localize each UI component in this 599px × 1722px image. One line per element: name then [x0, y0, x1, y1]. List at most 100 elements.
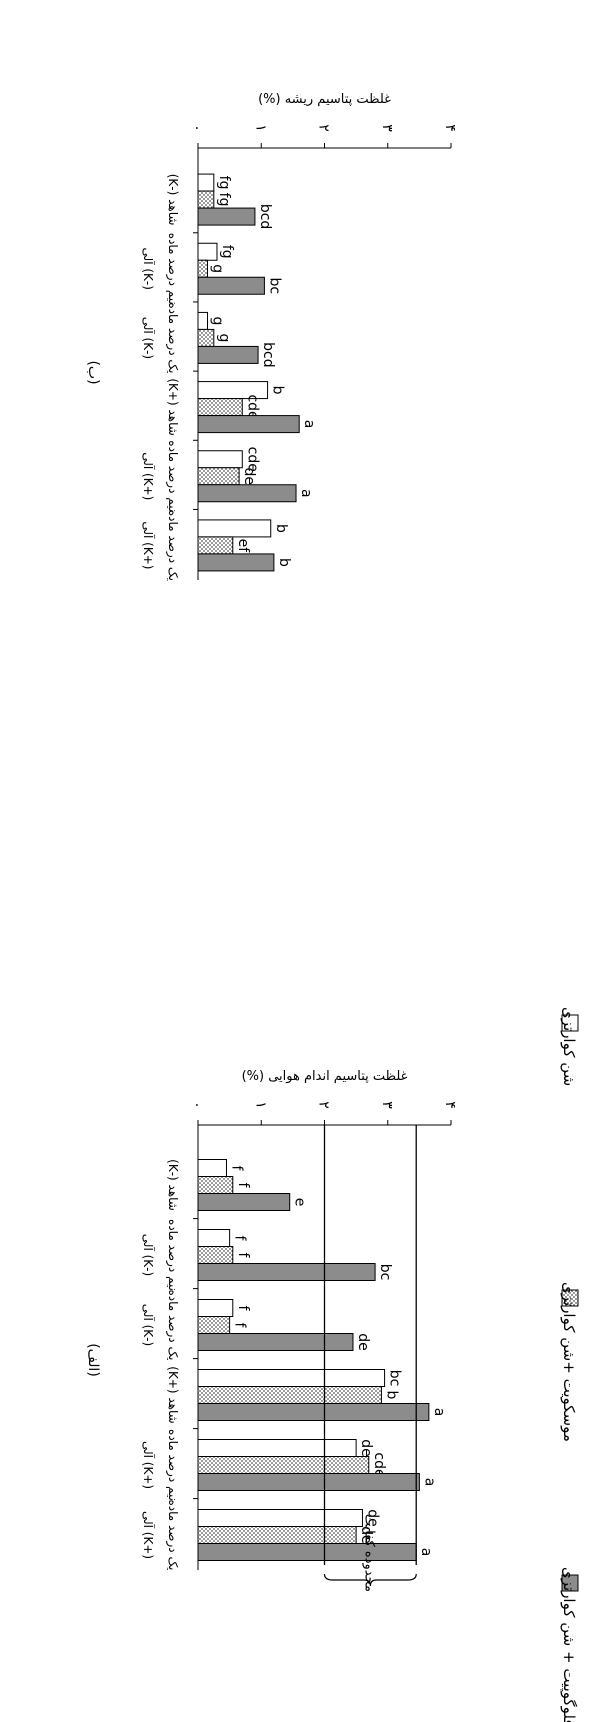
bar [197, 1369, 386, 1387]
bar-letter-label: cde [371, 1452, 387, 1477]
panel-caption: (الف) [85, 1343, 101, 1377]
x-tick-label-line2: (+K) آلی [141, 452, 156, 500]
x-tick-label: شاهد (-K) [166, 1159, 180, 1211]
bar-letter-label: de [358, 1439, 374, 1457]
y-tick-label: ۱ [252, 1101, 268, 1109]
bar-letter-label: f [228, 1166, 244, 1172]
bar [197, 242, 218, 261]
x-tick-label: نیم درصد ماده [165, 1429, 180, 1501]
bar-letter-label: f [235, 1306, 251, 1312]
bar-letter-label: fg [219, 245, 235, 259]
bar-letter-label: bc [266, 277, 282, 294]
bar [197, 450, 243, 469]
bar [197, 1456, 370, 1474]
bar [197, 1263, 376, 1281]
bar-letter-label: ef [235, 539, 251, 554]
bar-letter-label: a [298, 489, 314, 498]
x-tick-label: شاهد (+K) [166, 1366, 180, 1423]
bar [197, 276, 265, 295]
bar [197, 1229, 231, 1247]
bar [197, 1193, 291, 1211]
bar [197, 1386, 382, 1404]
bar [197, 1299, 234, 1317]
bar-letter-label: cde [244, 394, 260, 419]
bar-letter-label: a [418, 1548, 434, 1557]
x-tick-label-line2: (-K) آلی [141, 1304, 156, 1346]
y-axis-label: غلظت پتاسیم اندام هوایی (%) [242, 1069, 408, 1084]
y-tick-label: ۲ [316, 124, 332, 132]
bar-letter-label: cde [244, 447, 260, 472]
y-tick-label: ۳ [379, 1101, 395, 1109]
bar [197, 259, 208, 278]
x-tick-label: یک درصد ماده [165, 302, 180, 373]
x-tick-label-line2: (+K) آلی [141, 521, 156, 569]
bar-letter-label: de [355, 1333, 371, 1351]
bar-letter-label: a [301, 420, 317, 429]
x-tick-label: شاهد (-K) [166, 174, 180, 226]
y-tick-label: ۴ [442, 124, 458, 132]
x-tick-label: یک درصد ماده [165, 510, 180, 581]
bar [197, 553, 275, 572]
x-tick-label-line2: (-K) آلی [141, 1234, 156, 1276]
x-tick-label-line2: (+K) آلی [141, 1511, 156, 1559]
bar [197, 190, 215, 209]
bar-letter-label: f [235, 1183, 251, 1189]
bar-letter-label: fg [216, 193, 232, 207]
panel-caption: (ب) [85, 360, 101, 384]
bar-letter-label: bcd [257, 204, 273, 229]
bar [197, 311, 208, 330]
bar-letter-label: e [292, 1198, 308, 1207]
bar [197, 328, 215, 347]
bar [197, 1509, 363, 1527]
x-tick-label: نیم درصد ماده [165, 440, 180, 512]
bar-letter-label: f [232, 1236, 248, 1242]
bar-letter-label: a [431, 1408, 447, 1417]
bar [197, 1176, 234, 1194]
bar-letter-label: de [364, 1509, 380, 1527]
x-tick-label: نیم درصد ماده [165, 1219, 180, 1291]
y-tick-label: ۲ [316, 1101, 332, 1109]
x-tick-label: یک درصد ماده [165, 1499, 180, 1570]
y-tick-label: ۰ [189, 124, 205, 132]
x-tick-label-line2: (-K) آلی [141, 317, 156, 359]
bar [197, 345, 259, 364]
x-tick-label-line2: (-K) آلی [141, 248, 156, 290]
bar-letter-label: b [273, 524, 289, 533]
x-tick-label-line2: (+K) آلی [141, 1441, 156, 1489]
bar [197, 1526, 357, 1544]
legend-label: فلوگوپیت + شن کوارتزی [559, 1567, 578, 1722]
bar-letter-label: bcd [260, 342, 276, 367]
bar [197, 484, 297, 503]
bar-letter-label: f [232, 1323, 248, 1329]
bar-letter-label: g [209, 264, 225, 273]
legend-label: شن کوارتزی [560, 1007, 578, 1086]
bar-letter-label: de [358, 1526, 374, 1544]
bar [197, 1246, 234, 1264]
bar [197, 1333, 354, 1351]
legend-swatch [561, 1014, 579, 1032]
y-axis-label: غلظت پتاسیم ریشه (%) [258, 92, 391, 107]
bar-letter-label: bc [387, 1370, 403, 1387]
x-tick-label: نیم درصد ماده [165, 233, 180, 305]
bar [197, 519, 272, 538]
bar [197, 1543, 417, 1561]
bar-letter-label: g [209, 316, 225, 325]
bar [197, 467, 240, 486]
bar-letter-label: b [276, 558, 292, 567]
legend-swatch [561, 1574, 579, 1592]
bar-letter-label: b [270, 386, 286, 395]
bar-letter-label: f [235, 1253, 251, 1259]
bar [197, 207, 256, 226]
legend-swatch [561, 1289, 579, 1307]
bar-letter-label: g [216, 333, 232, 342]
bar [197, 1159, 227, 1177]
bar [197, 1473, 420, 1491]
bar [197, 536, 234, 555]
x-tick-label: شاهد (+K) [166, 378, 180, 435]
y-tick-label: ۰ [189, 1101, 205, 1109]
y-tick-label: ۳ [379, 124, 395, 132]
bar [197, 173, 215, 192]
y-tick-label: ۴ [442, 1101, 458, 1109]
legend-label: موسکویت +شن کوارتزی [560, 1282, 578, 1442]
